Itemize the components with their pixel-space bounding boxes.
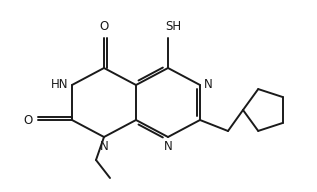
Text: N: N — [164, 140, 172, 153]
Text: SH: SH — [165, 20, 181, 33]
Text: N: N — [100, 140, 108, 153]
Text: HN: HN — [50, 79, 68, 92]
Text: N: N — [204, 79, 213, 92]
Text: O: O — [99, 20, 109, 33]
Text: O: O — [24, 113, 33, 127]
